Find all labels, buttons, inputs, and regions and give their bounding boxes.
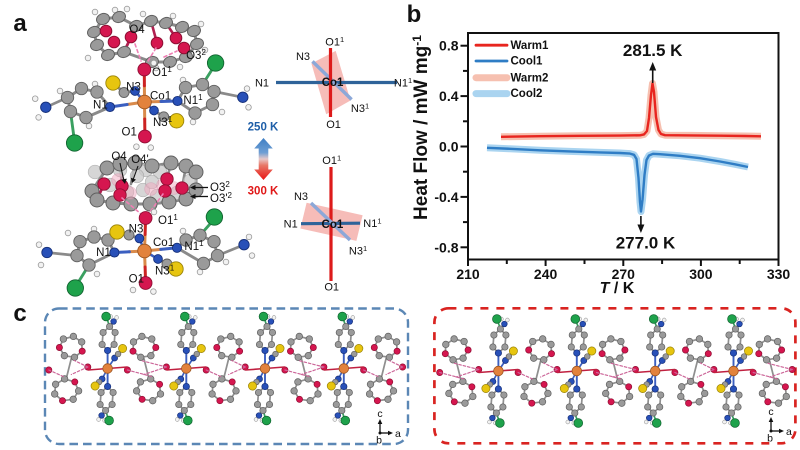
svg-text:Cool1: Cool1 — [511, 56, 544, 68]
svg-text:330: 330 — [767, 266, 791, 282]
svg-text:N3: N3 — [296, 51, 310, 63]
svg-text:O32: O32 — [210, 180, 230, 194]
svg-text:300 K: 300 K — [248, 186, 279, 198]
svg-text:270: 270 — [612, 266, 636, 282]
svg-text:O4: O4 — [111, 151, 127, 163]
svg-text:Co1: Co1 — [150, 91, 171, 103]
svg-text:281.5 K: 281.5 K — [623, 41, 683, 60]
svg-text:O4: O4 — [129, 24, 145, 36]
svg-text:N31: N31 — [351, 102, 369, 116]
svg-text:O1: O1 — [326, 119, 341, 131]
svg-text:O1: O1 — [129, 274, 144, 286]
svg-text:250 K: 250 K — [248, 122, 279, 134]
svg-text:Warm1: Warm1 — [511, 40, 550, 52]
svg-text:277.0 K: 277.0 K — [616, 234, 676, 253]
svg-text:Co1: Co1 — [322, 77, 344, 89]
svg-text:210: 210 — [456, 266, 480, 282]
svg-text:-0.8: -0.8 — [434, 239, 458, 255]
svg-text:T / K: T / K — [600, 280, 635, 297]
svg-text:a: a — [13, 10, 27, 37]
svg-text:Co1: Co1 — [153, 237, 174, 249]
svg-text:N1: N1 — [284, 219, 298, 231]
svg-text:O4': O4' — [131, 154, 149, 166]
svg-text:O3'2: O3'2 — [210, 191, 233, 205]
svg-text:N1: N1 — [93, 100, 108, 112]
svg-text:O11: O11 — [322, 154, 341, 168]
svg-text:a: a — [395, 428, 401, 440]
svg-text:0.0: 0.0 — [439, 139, 459, 155]
svg-text:N3: N3 — [126, 82, 141, 94]
svg-text:O11: O11 — [158, 213, 178, 227]
svg-text:O1: O1 — [122, 127, 137, 139]
svg-text:N3: N3 — [294, 191, 308, 203]
svg-text:b: b — [767, 433, 773, 445]
svg-text:Co1: Co1 — [322, 219, 344, 231]
svg-text:N1: N1 — [96, 247, 111, 259]
svg-text:c: c — [377, 408, 382, 420]
svg-text:240: 240 — [534, 266, 558, 282]
svg-text:300: 300 — [689, 266, 713, 282]
svg-text:N31: N31 — [349, 244, 367, 258]
svg-text:c: c — [13, 300, 26, 327]
svg-text:Warm2: Warm2 — [511, 72, 549, 84]
svg-text:c: c — [768, 406, 773, 418]
svg-text:O11: O11 — [152, 65, 172, 79]
svg-text:N3: N3 — [129, 224, 144, 236]
svg-text:N1: N1 — [255, 78, 269, 90]
svg-text:b: b — [407, 1, 422, 28]
svg-text:-0.4: -0.4 — [434, 189, 458, 205]
svg-text:O32: O32 — [186, 48, 206, 62]
svg-text:0.8: 0.8 — [439, 38, 459, 54]
svg-text:N11: N11 — [363, 217, 381, 231]
svg-text:Heat Flow / mW mg-1: Heat Flow / mW mg-1 — [410, 35, 432, 220]
svg-text:N11: N11 — [394, 76, 412, 90]
svg-text:O11: O11 — [325, 35, 344, 49]
svg-text:b: b — [376, 435, 382, 447]
svg-text:O1: O1 — [324, 282, 339, 294]
svg-text:Cool2: Cool2 — [511, 88, 543, 100]
svg-text:a: a — [786, 426, 792, 438]
svg-text:0.4: 0.4 — [439, 88, 459, 104]
